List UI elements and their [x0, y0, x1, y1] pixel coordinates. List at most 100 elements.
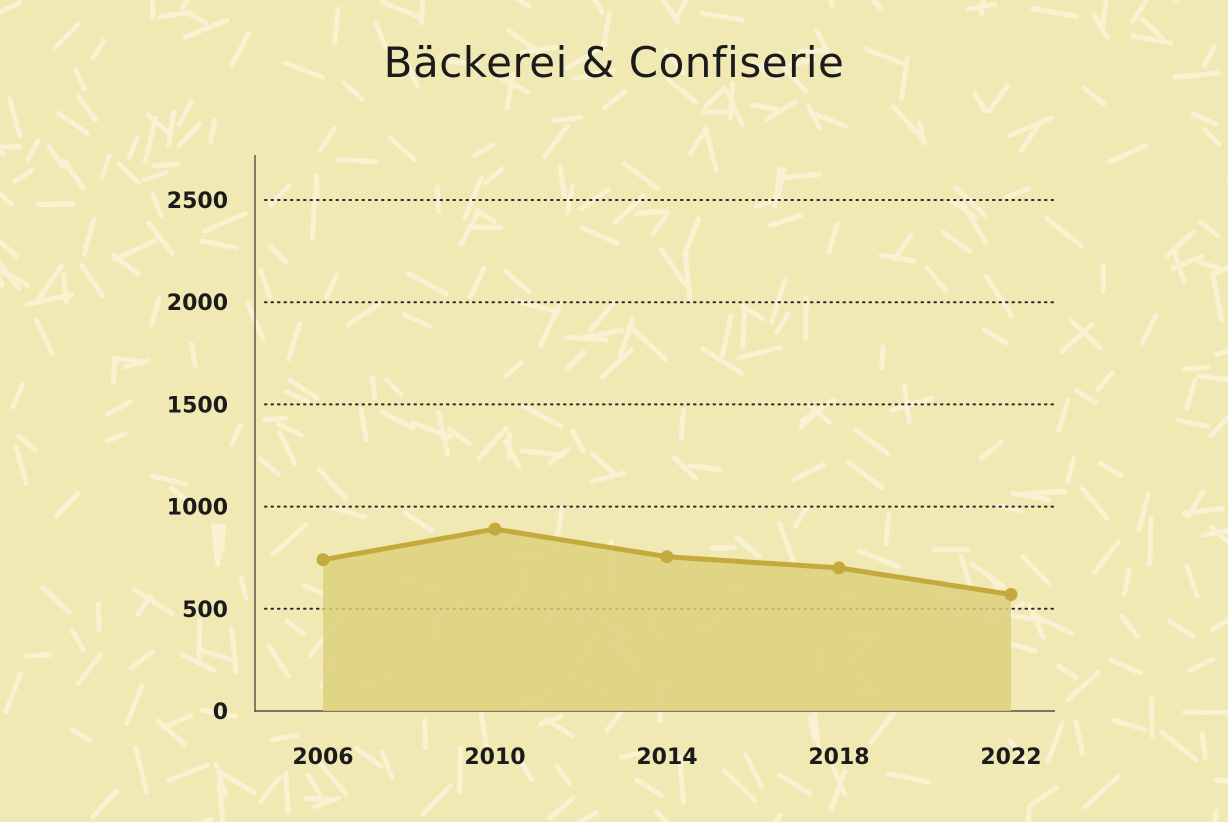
sprinkle — [1202, 127, 1222, 147]
sprinkle — [40, 585, 72, 615]
sprinkle — [1078, 484, 1110, 521]
sprinkle — [354, 746, 384, 769]
sprinkle — [589, 451, 615, 474]
sprinkle — [268, 243, 289, 265]
sprinkle — [95, 601, 102, 633]
data-point — [1004, 588, 1018, 601]
sprinkle — [36, 201, 75, 208]
sprinkle — [767, 212, 804, 228]
sprinkle — [1021, 488, 1068, 497]
sprinkle — [883, 512, 892, 547]
sprinkle — [145, 112, 174, 138]
sprinkle — [1007, 115, 1054, 139]
sprinkle — [3, 671, 23, 714]
sprinkle — [749, 102, 780, 112]
sprinkle — [997, 502, 1024, 514]
sprinkle — [1121, 567, 1132, 598]
sprinkle — [434, 184, 441, 214]
y-tick-label: 1000 — [167, 496, 228, 521]
sprinkle — [621, 160, 661, 192]
sprinkle — [219, 523, 226, 552]
sprinkle — [0, 271, 5, 288]
sprinkle — [78, 262, 106, 299]
series-area — [323, 529, 1011, 711]
y-tick-label: 0 — [213, 700, 228, 725]
sprinkle — [891, 104, 924, 140]
sprinkle — [777, 521, 796, 565]
sprinkle — [176, 121, 202, 149]
sprinkle — [405, 270, 449, 297]
sprinkle — [90, 788, 119, 820]
sprinkle — [283, 770, 291, 815]
sprinkle — [550, 115, 584, 124]
sprinkle — [387, 135, 417, 162]
sprinkle — [673, 0, 689, 23]
sprinkle — [592, 0, 605, 15]
sprinkle — [784, 171, 822, 180]
sprinkle — [126, 135, 141, 160]
sprinkle — [200, 708, 239, 719]
sprinkle — [151, 161, 181, 169]
sprinkle — [602, 89, 628, 111]
sprinkle — [869, 0, 884, 12]
sprinkle — [972, 91, 988, 114]
sprinkle — [968, 560, 1006, 589]
sprinkle — [634, 777, 665, 798]
sprinkle — [16, 433, 38, 453]
sprinkle — [324, 272, 340, 300]
sprinkle — [1065, 669, 1101, 703]
sprinkle — [160, 713, 194, 731]
sprinkle — [1044, 216, 1084, 248]
sprinkle — [1136, 491, 1151, 534]
sprinkle — [13, 444, 29, 486]
sprinkle — [46, 144, 66, 170]
sprinkle — [1003, 186, 1031, 200]
sprinkle — [314, 757, 349, 797]
sprinkle — [1208, 414, 1228, 439]
sprinkle — [150, 192, 164, 219]
sprinkle — [374, 21, 388, 50]
sprinkle — [1118, 613, 1141, 640]
sprinkle — [588, 299, 617, 333]
sprinkle — [471, 142, 496, 159]
sprinkle — [1171, 247, 1187, 285]
sprinkle — [478, 707, 490, 751]
sprinkle — [182, 17, 230, 40]
sprinkle — [1212, 808, 1219, 822]
sprinkle — [1095, 370, 1115, 393]
sprinkle — [677, 754, 686, 805]
sprinkle — [12, 167, 35, 184]
sprinkle — [1010, 491, 1051, 503]
sprinkle — [275, 421, 304, 438]
sprinkle — [201, 211, 248, 234]
sprinkle — [316, 466, 348, 501]
x-tick-label: 2010 — [464, 745, 525, 770]
sprinkle — [302, 583, 329, 598]
sprinkle — [1026, 784, 1059, 809]
sprinkle — [750, 60, 780, 81]
sprinkle — [565, 42, 609, 71]
sprinkle — [369, 374, 378, 400]
sprinkle — [1025, 807, 1032, 822]
sprinkle — [286, 321, 302, 362]
sprinkle — [505, 27, 546, 59]
sprinkle — [196, 816, 214, 822]
sprinkle — [142, 115, 159, 164]
sprinkle — [112, 355, 147, 365]
sprinkle — [0, 239, 19, 259]
sprinkle — [198, 238, 239, 251]
sprinkle — [940, 229, 973, 254]
sprinkle — [1211, 274, 1224, 323]
sprinkle — [516, 755, 534, 782]
sprinkle — [269, 732, 300, 743]
sprinkle — [1019, 122, 1042, 153]
sprinkle — [81, 216, 97, 257]
sprinkle — [740, 303, 766, 322]
sprinkle — [128, 649, 155, 671]
sprinkle — [502, 360, 524, 379]
sprinkle — [149, 296, 162, 328]
sprinkle — [421, 783, 453, 816]
sprinkle — [267, 183, 292, 208]
sprinkle — [458, 208, 482, 247]
sprinkle — [589, 470, 627, 484]
